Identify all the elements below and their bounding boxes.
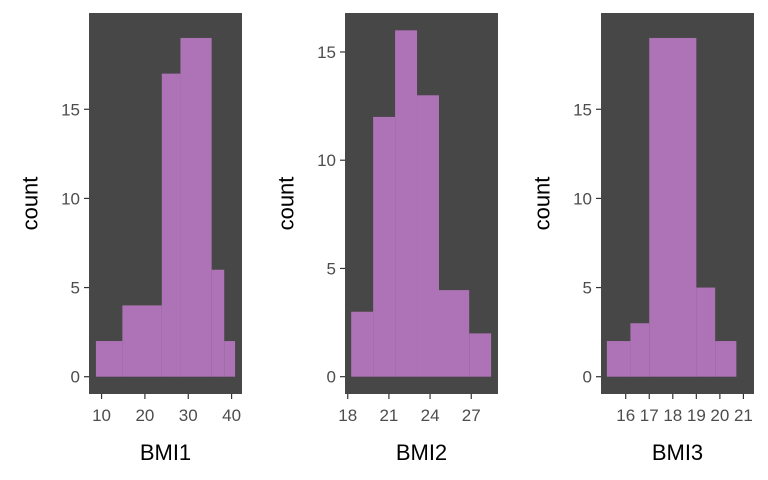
y-axis-title: count bbox=[530, 177, 555, 231]
histogram-bar bbox=[438, 290, 470, 377]
x-tick-label: 27 bbox=[462, 406, 481, 425]
y-tick-label: 15 bbox=[573, 100, 592, 119]
x-tick-label: 40 bbox=[222, 406, 241, 425]
histogram-bar bbox=[606, 341, 631, 377]
x-tick-label: 20 bbox=[135, 406, 154, 425]
histogram-bar bbox=[351, 311, 374, 377]
histogram-bar bbox=[373, 116, 396, 377]
x-axis-title: BMI3 bbox=[652, 440, 703, 465]
x-tick-label: 18 bbox=[338, 406, 357, 425]
histogram-bar bbox=[649, 37, 697, 377]
histogram-bar bbox=[224, 341, 236, 377]
x-tick-label: 17 bbox=[640, 406, 659, 425]
x-tick-label: 21 bbox=[379, 406, 398, 425]
y-tick-label: 0 bbox=[583, 368, 592, 387]
y-tick-label: 5 bbox=[583, 279, 592, 298]
y-tick-label: 10 bbox=[317, 151, 336, 170]
x-tick-label: 30 bbox=[179, 406, 198, 425]
histogram-bar bbox=[395, 30, 418, 377]
histogram-bar bbox=[180, 37, 212, 377]
x-tick-label: 18 bbox=[663, 406, 682, 425]
y-tick-label: 10 bbox=[61, 189, 80, 208]
histogram-bar bbox=[211, 269, 225, 377]
y-axis-title: count bbox=[274, 177, 299, 231]
histogram-bar bbox=[417, 95, 439, 377]
histogram-bar bbox=[95, 341, 123, 377]
x-tick-label: 16 bbox=[616, 406, 635, 425]
x-tick-label: 10 bbox=[92, 406, 111, 425]
x-axis-title: BMI2 bbox=[396, 440, 447, 465]
y-tick-label: 10 bbox=[573, 189, 592, 208]
x-tick-label: 24 bbox=[421, 406, 440, 425]
histogram-bar bbox=[630, 323, 650, 377]
y-tick-label: 15 bbox=[61, 100, 80, 119]
histogram-panel-2: 0 5 10 15 18 21 24 27 BMI2 count bbox=[274, 13, 498, 465]
histogram-bar bbox=[469, 333, 492, 377]
histogram-bar bbox=[715, 341, 737, 377]
y-tick-label: 0 bbox=[71, 368, 80, 387]
y-tick-label: 15 bbox=[317, 43, 336, 62]
x-axis-title: BMI1 bbox=[140, 440, 191, 465]
histogram-bar bbox=[161, 73, 181, 377]
x-tick-label: 19 bbox=[687, 406, 706, 425]
y-axis-title: count bbox=[18, 177, 43, 231]
histogram-panel-1: 0 5 10 15 10 20 30 40 BMI1 count bbox=[18, 13, 242, 465]
x-tick-label: 21 bbox=[734, 406, 753, 425]
histogram-bar bbox=[696, 287, 716, 377]
y-tick-label: 0 bbox=[327, 368, 336, 387]
y-tick-label: 5 bbox=[327, 259, 336, 278]
y-tick-label: 5 bbox=[71, 279, 80, 298]
x-tick-label: 20 bbox=[710, 406, 729, 425]
histogram-bar bbox=[122, 305, 162, 377]
